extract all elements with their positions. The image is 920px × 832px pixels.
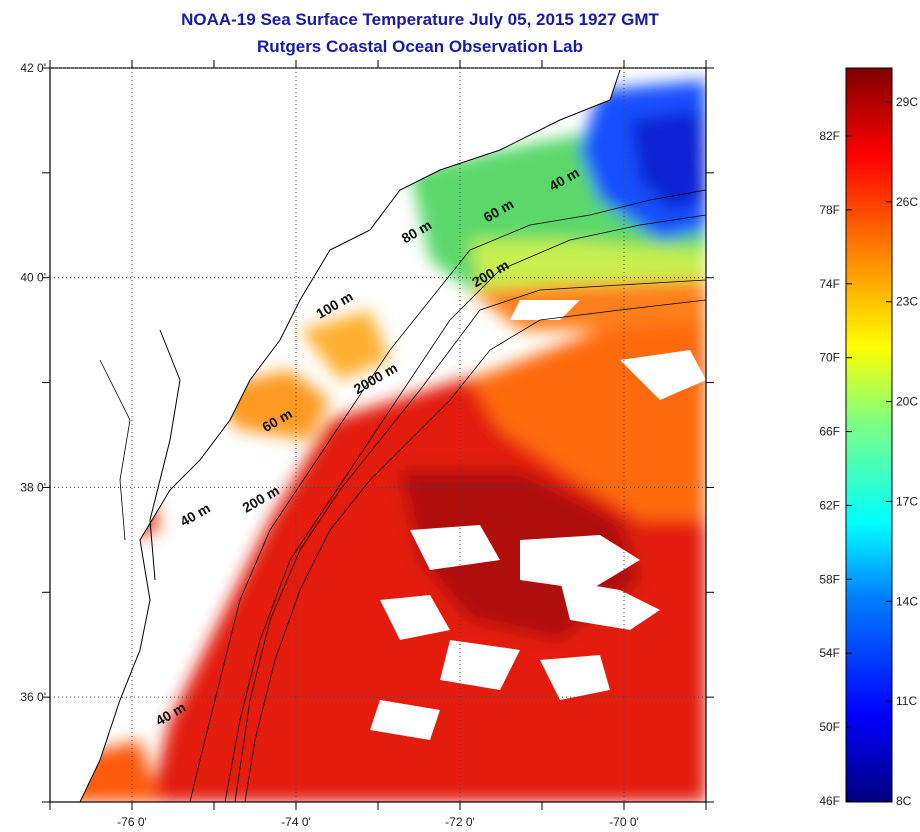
lon-tick-label: -70 0'	[609, 815, 639, 829]
tick-labels: -76 0' -74 0' -72 0' -70 0' 42 0' 40 0' 38 0' 3…	[20, 61, 638, 829]
colorbar-f-label: 54F	[819, 646, 840, 660]
lat-tick-label: 40 0'	[20, 271, 46, 285]
colorbar-f-label: 78F	[819, 203, 840, 217]
colorbar-c-label: 11C	[896, 694, 917, 708]
colorbar-c-label: 29C	[896, 95, 918, 109]
colorbar-c-label: 20C	[896, 395, 918, 409]
lon-tick-label: -74 0'	[281, 815, 311, 829]
colorbar-c-label: 23C	[896, 295, 918, 309]
colorbar-f-label: 62F	[819, 498, 840, 512]
colorbar-c-label: 26C	[896, 195, 918, 209]
colorbar-f-label: 74F	[819, 277, 840, 291]
colorbar-labels: 82F 78F 74F 70F 66F 62F 58F 54F 50F 46F 29C 26C 23C 2…	[819, 95, 918, 808]
lat-tick-label: 38 0'	[20, 480, 46, 494]
colorbar-f-label: 66F	[819, 425, 840, 439]
colorbar-f-label: 50F	[819, 720, 840, 734]
colorbar-f-label: 46F	[819, 794, 840, 808]
lon-tick-label: -76 0'	[117, 815, 147, 829]
lon-tick-label: -72 0'	[445, 815, 475, 829]
colorbar-f-label: 58F	[819, 572, 840, 586]
map-subtitle: Rutgers Coastal Ocean Observation Lab	[257, 37, 583, 56]
lat-tick-label: 42 0'	[20, 61, 46, 75]
lat-tick-label: 36 0'	[20, 690, 46, 704]
graticule	[42, 60, 714, 810]
colorbar-c-label: 14C	[896, 594, 918, 608]
colorbar	[845, 67, 893, 803]
colorbar-f-label: 70F	[819, 351, 840, 365]
colorbar-c-label: 8C	[896, 794, 912, 808]
colorbar-c-label: 17C	[896, 494, 918, 508]
map-title: NOAA-19 Sea Surface Temperature July 05,…	[181, 10, 659, 29]
colorbar-f-label: 82F	[819, 129, 840, 143]
sst-raster	[50, 68, 706, 802]
